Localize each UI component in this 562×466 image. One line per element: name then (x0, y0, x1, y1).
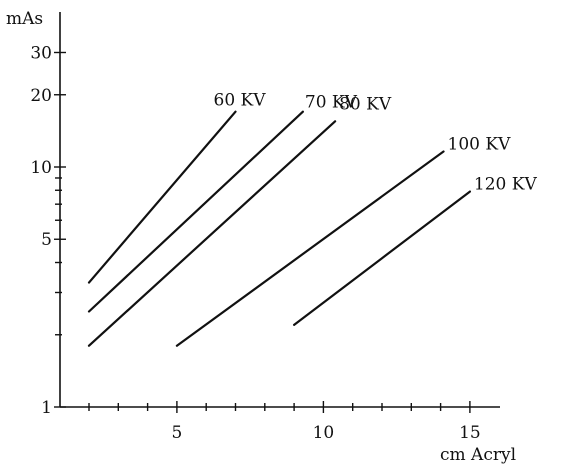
y-tick-label: 5 (41, 230, 52, 250)
series-label: 80 KV (339, 94, 392, 114)
series-label: 60 KV (214, 91, 267, 111)
chart-axes (59, 12, 500, 408)
x-tick-label: 15 (459, 423, 481, 443)
x-tick-label: 10 (313, 423, 335, 443)
x-tick-label: 5 (171, 423, 182, 443)
y-tick-label: 20 (30, 86, 52, 106)
series-line-70kv (87, 110, 304, 313)
x-axis-label: cm Acryl (440, 445, 516, 465)
series-lines (87, 110, 471, 347)
series-line-120kv (293, 190, 471, 326)
series-label: 100 KV (448, 135, 512, 155)
y-tick-label: 1 (41, 398, 52, 418)
y-tick-label: 30 (30, 43, 52, 63)
series-label: 120 KV (474, 175, 538, 195)
series-label: 70 KV (305, 93, 358, 113)
series-line-100kv (175, 150, 445, 347)
y-tick-label: 10 (30, 158, 52, 178)
series-line-60kv (87, 110, 237, 284)
y-axis-label: mAs (6, 9, 43, 29)
axis-ticks (54, 51, 471, 413)
series-line-80kv (87, 120, 337, 347)
